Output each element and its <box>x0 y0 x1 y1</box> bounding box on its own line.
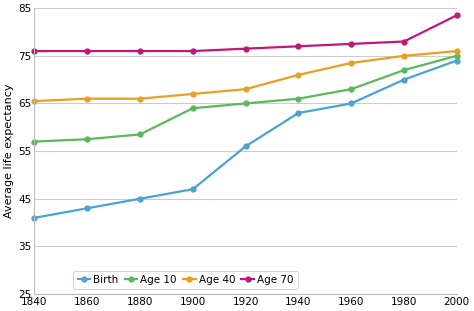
Age 40 <box>243 87 248 91</box>
Age 40 <box>401 54 407 58</box>
Y-axis label: Average life expectancy: Average life expectancy <box>4 84 14 218</box>
Birth <box>137 197 143 201</box>
Age 40 <box>295 73 301 77</box>
Age 40 <box>137 97 143 100</box>
Birth <box>348 102 354 105</box>
Birth <box>31 216 37 220</box>
Line: Age 70: Age 70 <box>32 13 459 53</box>
Age 70 <box>348 42 354 46</box>
Age 70 <box>190 49 196 53</box>
Age 70 <box>137 49 143 53</box>
Line: Age 40: Age 40 <box>32 49 459 104</box>
Age 70 <box>295 44 301 48</box>
Birth <box>401 78 407 81</box>
Age 10 <box>295 97 301 100</box>
Age 70 <box>401 40 407 44</box>
Birth <box>454 59 460 63</box>
Age 70 <box>243 47 248 50</box>
Age 10 <box>243 102 248 105</box>
Age 70 <box>31 49 37 53</box>
Age 10 <box>454 54 460 58</box>
Birth <box>295 111 301 115</box>
Legend: Birth, Age 10, Age 40, Age 70: Birth, Age 10, Age 40, Age 70 <box>73 271 298 289</box>
Age 40 <box>454 49 460 53</box>
Age 40 <box>348 61 354 65</box>
Birth <box>190 187 196 191</box>
Age 10 <box>348 87 354 91</box>
Age 40 <box>190 92 196 96</box>
Age 10 <box>401 68 407 72</box>
Age 10 <box>31 140 37 143</box>
Line: Birth: Birth <box>32 58 459 220</box>
Age 70 <box>84 49 90 53</box>
Line: Age 10: Age 10 <box>32 53 459 144</box>
Birth <box>84 207 90 210</box>
Age 10 <box>137 132 143 136</box>
Age 10 <box>190 106 196 110</box>
Age 40 <box>31 99 37 103</box>
Age 40 <box>84 97 90 100</box>
Birth <box>243 145 248 148</box>
Age 10 <box>84 137 90 141</box>
Age 70 <box>454 13 460 17</box>
